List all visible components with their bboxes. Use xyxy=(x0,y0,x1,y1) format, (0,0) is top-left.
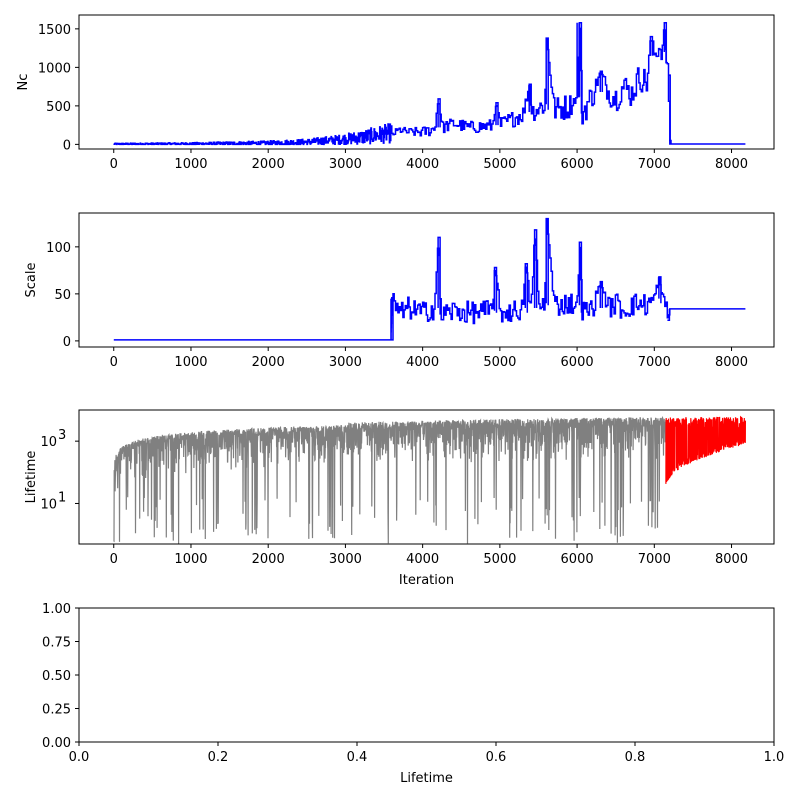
y-tick-label: 500 xyxy=(46,100,71,115)
x-tick-label: 5000 xyxy=(483,552,516,567)
x-tick-label: 0 xyxy=(110,552,118,567)
y-axis-label: Nc xyxy=(16,74,31,91)
y-axis-label: Scale xyxy=(24,263,39,298)
scale-axes: 0 1000 2000 3000 4000 5000 6000 7000 8000 0 50 100 S… xyxy=(24,212,775,370)
y-tick-label: 1500 xyxy=(38,23,71,38)
series-line-gray xyxy=(113,415,667,544)
y-tick-label: 1000 xyxy=(38,61,71,76)
x-tick-label: 3000 xyxy=(329,552,362,567)
lifetime-histogram-axes: 0.0 0.2 0.4 0.6 0.8 1.0 0.00 0.25 0.50 0.75 1.00 Li… xyxy=(42,602,784,786)
x-tick-label: 0.6 xyxy=(486,750,507,765)
y-tick-label: 10 xyxy=(40,497,57,512)
x-tick-label: 1000 xyxy=(174,552,207,567)
x-tick-label: 5000 xyxy=(483,157,516,172)
y-axis-label: Lifetime xyxy=(24,451,39,504)
y-tick-label: 0 xyxy=(63,335,71,350)
x-tick-label: 1000 xyxy=(174,157,207,172)
plot-area xyxy=(113,415,746,544)
y-tick-label: 0.50 xyxy=(42,669,71,684)
series-line-0 xyxy=(113,21,746,146)
y-tick-label: 0 xyxy=(63,138,71,153)
x-tick-label: 8000 xyxy=(715,552,748,567)
x-tick-label: 4000 xyxy=(406,355,439,370)
axes-frame xyxy=(78,212,775,348)
y-tick-label: 0.75 xyxy=(42,636,71,651)
x-tick-label: 2000 xyxy=(252,157,285,172)
x-tick-label: 0.0 xyxy=(69,750,90,765)
x-tick-label: 7000 xyxy=(638,355,671,370)
x-tick-label: 1000 xyxy=(174,355,207,370)
y-tick-exponent: 3 xyxy=(58,428,66,443)
x-tick-label: 6000 xyxy=(561,355,594,370)
x-tick-label: 8000 xyxy=(715,157,748,172)
x-tick-label: 7000 xyxy=(638,157,671,172)
x-axis-label: Iteration xyxy=(399,573,454,588)
nc-axes: 0 1000 2000 3000 4000 5000 6000 7000 8000 0 500 100… xyxy=(16,14,775,172)
x-tick-label: 8000 xyxy=(715,355,748,370)
x-tick-label: 4000 xyxy=(406,552,439,567)
x-tick-label: 1.0 xyxy=(764,750,785,765)
axes-frame xyxy=(78,14,775,150)
x-tick-label: 0 xyxy=(110,355,118,370)
plot-area xyxy=(113,21,746,146)
series-line-0 xyxy=(113,217,746,341)
x-tick-label: 2000 xyxy=(252,552,285,567)
x-tick-label: 6000 xyxy=(561,157,594,172)
axes-frame xyxy=(78,409,775,545)
x-tick-label: 5000 xyxy=(483,355,516,370)
x-tick-label: 0 xyxy=(110,157,118,172)
x-tick-label: 0.4 xyxy=(347,750,368,765)
series-line-red xyxy=(665,415,746,484)
y-tick-label: 0.25 xyxy=(42,703,71,718)
x-tick-label: 3000 xyxy=(329,355,362,370)
y-tick-label: 100 xyxy=(46,241,71,256)
y-tick-exponent: 1 xyxy=(58,490,66,505)
x-tick-label: 0.2 xyxy=(208,750,229,765)
plot-area xyxy=(113,217,746,341)
y-tick-label: 50 xyxy=(54,288,71,303)
y-tick-label: 10 xyxy=(40,435,57,450)
x-tick-label: 4000 xyxy=(406,157,439,172)
x-tick-label: 7000 xyxy=(638,552,671,567)
x-tick-label: 0.8 xyxy=(625,750,646,765)
x-axis-label: Lifetime xyxy=(400,771,453,786)
x-tick-label: 2000 xyxy=(252,355,285,370)
y-tick-label: 0.00 xyxy=(42,736,71,751)
x-tick-label: 3000 xyxy=(329,157,362,172)
y-tick-label: 1.00 xyxy=(42,602,71,617)
x-tick-label: 6000 xyxy=(561,552,594,567)
